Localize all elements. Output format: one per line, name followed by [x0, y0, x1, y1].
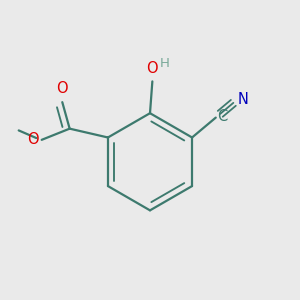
Text: O: O — [146, 61, 158, 76]
Text: O: O — [27, 132, 39, 147]
Text: H: H — [159, 57, 169, 70]
Text: N: N — [238, 92, 249, 106]
Text: C: C — [217, 109, 227, 124]
Text: O: O — [56, 81, 68, 96]
